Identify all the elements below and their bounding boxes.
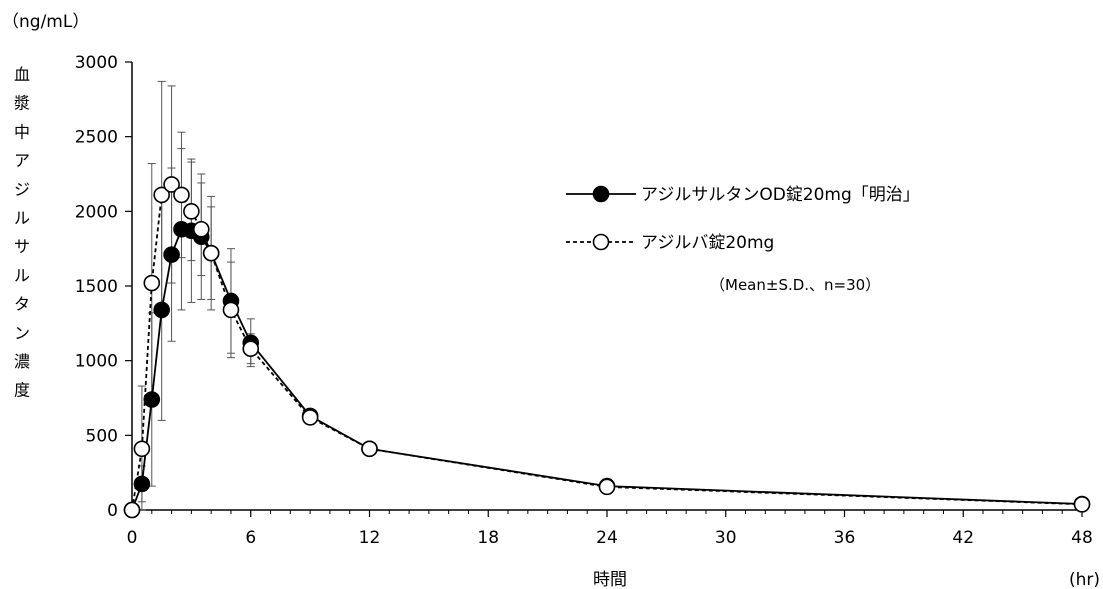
x-tick-label: 48 [1071, 528, 1093, 548]
series-markers [123, 176, 1091, 519]
data-point [1073, 496, 1091, 513]
y-unit-label: （ng/mL） [2, 12, 89, 32]
y-tick-label: 0 [107, 501, 118, 521]
series-lines [131, 183, 1083, 511]
data-point [153, 186, 170, 204]
data-point [598, 478, 616, 496]
x-tick-label: 30 [715, 528, 737, 548]
data-point [153, 301, 170, 319]
data-point [242, 340, 260, 358]
y-tick-label: 1000 [75, 352, 118, 372]
x-axis-label: 時間 [593, 570, 627, 589]
data-point [123, 501, 141, 519]
x-tick-label: 24 [596, 528, 618, 548]
axes [131, 62, 1082, 511]
y-label-char: 血 [14, 65, 30, 84]
y-tick-label: 1500 [75, 277, 118, 297]
y-tick-label: 2000 [75, 202, 118, 222]
y-label-char: 中 [14, 122, 30, 141]
data-point [133, 475, 151, 493]
data-point [301, 409, 319, 426]
data-point [133, 440, 151, 458]
y-label-char: 濃 [14, 352, 30, 371]
y-label-char: ル [14, 266, 30, 285]
y-label-char: ン [14, 323, 30, 342]
legend-label: アジルバ錠20mg [641, 233, 774, 253]
y-label-char: ジ [14, 180, 30, 199]
data-point [163, 176, 180, 193]
legend-label: アジルサルタンOD錠20mg「明治」 [641, 185, 920, 205]
data-point [163, 246, 180, 263]
series-line-1 [131, 183, 1083, 511]
legend: アジルサルタンOD錠20mg「明治」アジルバ錠20mg [566, 185, 920, 253]
x-tick-label: 36 [834, 528, 856, 548]
data-point [143, 274, 161, 292]
y-label-char: サ [14, 237, 30, 256]
x-tick-label: 6 [245, 528, 256, 548]
data-point [173, 186, 190, 204]
x-tick-label: 12 [359, 528, 381, 548]
x-tick-label: 18 [477, 528, 499, 548]
data-point [143, 391, 161, 408]
y-label-char: 漿 [14, 94, 30, 113]
data-point [192, 220, 210, 238]
x-tick-label: 0 [127, 528, 138, 548]
y-tick-label: 2500 [75, 128, 118, 148]
x-tick-label: 42 [952, 528, 974, 548]
y-tick-label: 3000 [75, 53, 118, 73]
data-point [222, 301, 240, 319]
series-line-0 [131, 228, 1083, 511]
y-label-char: タ [14, 295, 30, 314]
x-unit-label: (hr) [1069, 570, 1100, 589]
legend-marker [592, 185, 610, 203]
data-point [202, 244, 220, 262]
data-point [183, 203, 200, 220]
data-point [361, 440, 378, 458]
y-tick-label: 500 [86, 426, 118, 446]
x-ticks: 0 6 12 18 24 30 36 42 48 [127, 510, 1093, 548]
legend-marker [592, 233, 610, 251]
y-label-char: ア [14, 151, 30, 170]
y-label-char: ル [14, 209, 30, 228]
y-label-char: 度 [14, 381, 30, 400]
stats-note: （Mean±S.D.、n=30） [710, 276, 880, 294]
y-ticks: 0 500 1000 1500 2000 2500 3000 [75, 53, 132, 521]
